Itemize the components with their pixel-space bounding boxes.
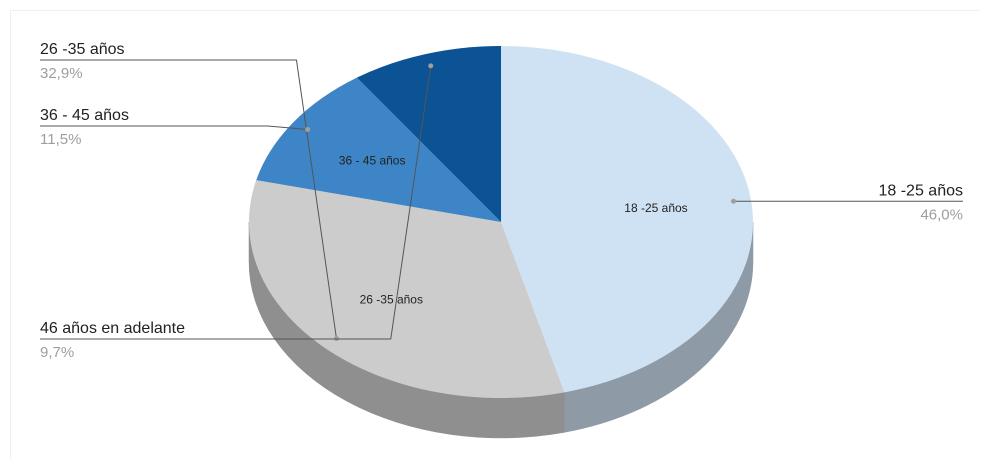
callout-line-46-anos-en-adelante <box>40 65 432 340</box>
chart-left-border <box>10 10 11 459</box>
callout-label-46-anos-en-adelante: 46 años en adelante <box>40 320 185 337</box>
callout-line-36-45-anos <box>40 125 308 130</box>
pie-labels-group: 18 -25 años 26 -35 años 36 - 45 años 18 -25… <box>40 41 963 361</box>
pie-slice-18-25-anos <box>501 46 753 393</box>
callout-line-26-35-anos <box>40 59 337 339</box>
callout-dot-46-anos-en-adelante <box>428 63 434 69</box>
chart-top-border <box>10 10 980 11</box>
callout-dot-36-45-anos <box>305 126 311 132</box>
callout-label-36-45-anos: 36 - 45 años <box>40 107 129 124</box>
callout-percent-18-25-anos: 46,0% <box>920 206 963 223</box>
callout-dot-18-25-anos <box>730 198 736 204</box>
callout-label-26-35-anos: 26 -35 años <box>40 41 125 58</box>
callout-percent-36-45-anos: 11,5% <box>40 131 81 148</box>
callout-percent-26-35-anos: 32,9% <box>40 65 83 82</box>
pie-top-group <box>249 46 753 398</box>
callout-label-18-25-anos: 18 -25 años <box>878 182 963 199</box>
pie-slice-36-45-anos <box>256 77 501 223</box>
pie-slice-46-anos-en-adelante <box>356 46 501 222</box>
slice-inner-label-36-45-anos: 36 - 45 años <box>339 153 406 167</box>
slice-inner-label-18-25-anos: 18 -25 años <box>624 201 687 215</box>
pie-slice-26-35-anos <box>249 180 565 398</box>
slice-inner-label-26-35-anos: 26 -35 años <box>360 293 423 307</box>
callout-percent-46-anos-en-adelante: 9,7% <box>40 344 74 361</box>
